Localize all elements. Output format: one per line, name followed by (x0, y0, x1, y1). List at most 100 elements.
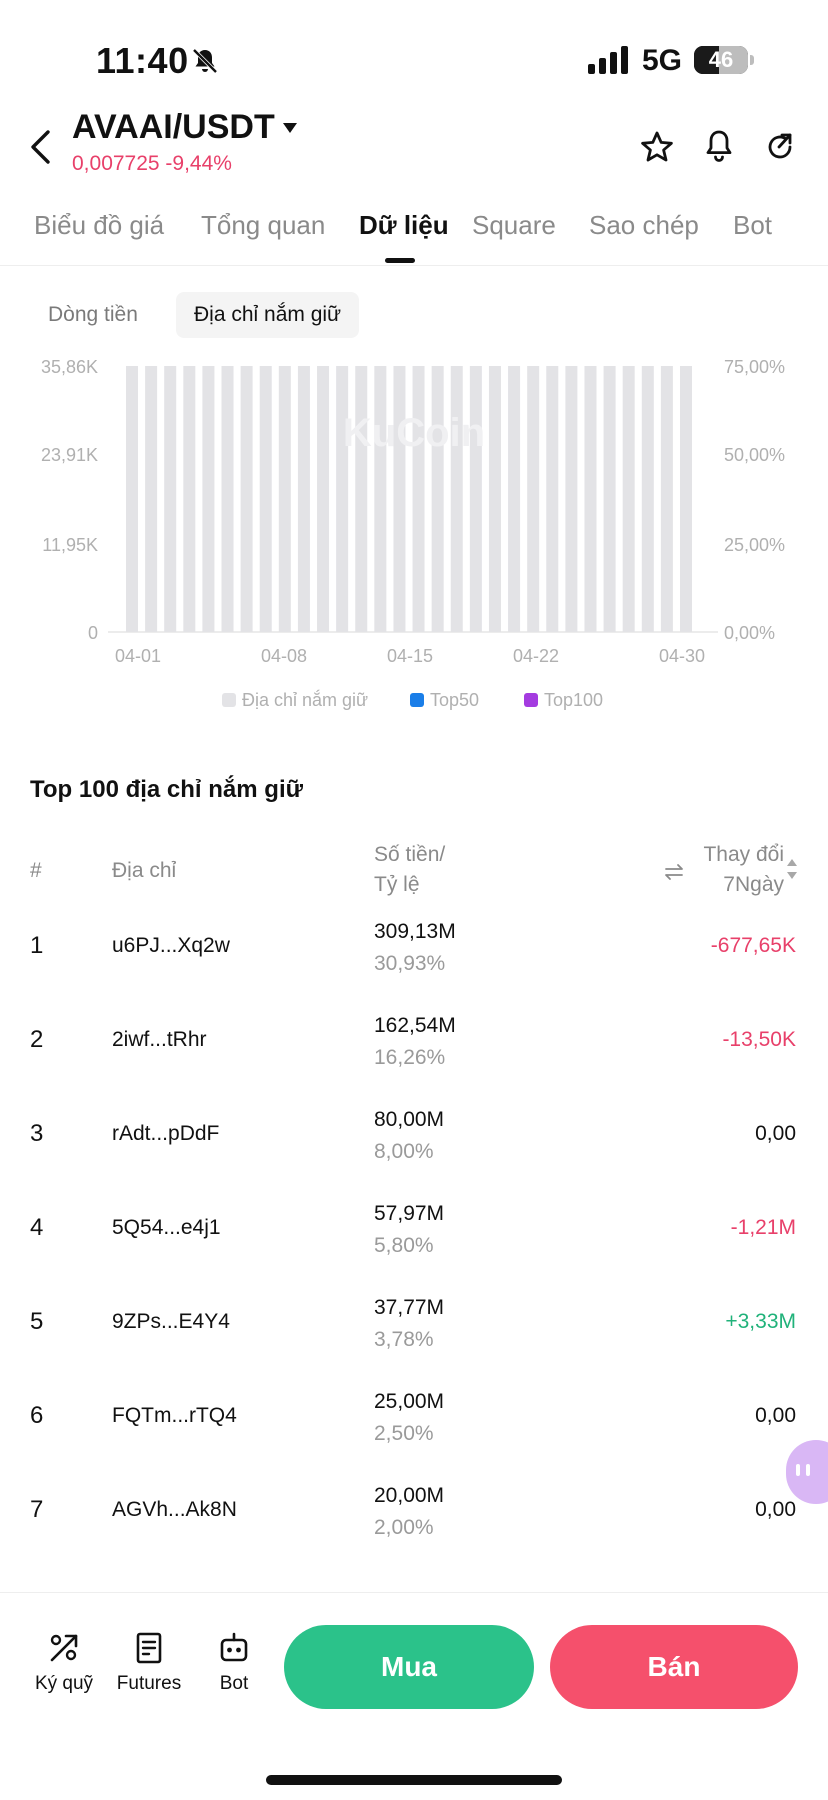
row-address[interactable]: u6PJ...Xq2w (112, 934, 230, 957)
tab-price-chart[interactable]: Biểu đồ giá (34, 210, 165, 240)
bot-button[interactable]: Bot (194, 1631, 274, 1695)
chart-bar (641, 366, 654, 632)
network-type: 5G (642, 44, 683, 77)
y-left-tick-label: 35,86K (41, 360, 98, 377)
chart-bar (278, 366, 291, 632)
header-ratio: Tỷ lệ (374, 873, 420, 896)
bot-icon (220, 1632, 248, 1662)
row-amount: 309,13M (374, 920, 456, 943)
table-row[interactable]: 5 9ZPs...E4Y4 37,77M 3,78% +3,33M (0, 1290, 828, 1384)
subtab-cash-flow[interactable]: Dòng tiền (48, 303, 138, 326)
chart-bar (145, 366, 158, 632)
row-ratio: 8,00% (374, 1140, 434, 1163)
row-address[interactable]: 9ZPs...E4Y4 (112, 1310, 230, 1333)
holders-chart: 0 11,95K 23,91K 35,86K 0,00% 25,00% 50,00% 75,0… (0, 360, 828, 720)
row-address[interactable]: FQTm...rTQ4 (112, 1404, 237, 1427)
chart-bar (126, 366, 138, 632)
row-address[interactable]: rAdt...pDdF (112, 1122, 220, 1145)
tab-overview[interactable]: Tổng quan (201, 210, 326, 240)
status-time: 11:40 (96, 40, 189, 81)
chart-bar (412, 366, 425, 632)
row-rank: 6 (30, 1402, 44, 1429)
subtab-holder-addresses[interactable]: Địa chỉ nắm giữ (176, 292, 360, 338)
tab-copy-trading[interactable]: Sao chép (589, 210, 699, 240)
margin-button[interactable]: Ký quỹ (24, 1631, 104, 1695)
tab-data[interactable]: Dữ liệu (359, 210, 449, 240)
row-amount: 37,77M (374, 1296, 445, 1319)
active-tab-indicator (385, 258, 415, 263)
pair-title[interactable]: AVAAI/USDT (72, 108, 275, 146)
futures-icon (136, 1632, 162, 1664)
chevron-down-icon[interactable] (282, 122, 298, 134)
row-ratio: 2,50% (374, 1422, 434, 1445)
bell-icon[interactable] (702, 128, 736, 164)
chart-bar (202, 366, 215, 632)
bell-off-icon (192, 48, 218, 74)
share-icon[interactable] (763, 130, 797, 164)
legend-swatch (410, 693, 424, 707)
battery-icon: 46 (694, 46, 748, 74)
chart-bar (508, 366, 521, 632)
bottom-action-bar: Ký quỹ Futures Bot Mua Bán (0, 1592, 828, 1800)
status-bar: 11:40 5G 46 (0, 0, 828, 110)
star-icon[interactable] (640, 130, 674, 164)
tab-bot[interactable]: Bot (733, 210, 773, 240)
chart-bar (183, 366, 196, 632)
x-tick-label: 04-15 (387, 646, 433, 666)
x-tick-label: 04-01 (115, 646, 161, 666)
x-tick-label: 04-30 (659, 646, 705, 666)
legend-swatch (524, 693, 538, 707)
table-row[interactable]: 1 u6PJ...Xq2w 309,13M 30,93% -677,65K (0, 914, 828, 1008)
holders-chart-svg: 0 11,95K 23,91K 35,86K 0,00% 25,00% 50,00% 75,0… (41, 360, 785, 710)
row-ratio: 30,93% (374, 952, 446, 975)
chart-bar (393, 366, 406, 632)
y-right-tick-label: 0,00% (724, 623, 775, 643)
legend-label: Địa chỉ nắm giữ (242, 689, 368, 710)
sort-icon[interactable] (786, 858, 798, 880)
assistant-bubble[interactable] (786, 1440, 828, 1504)
table-row[interactable]: 7 AGVh...Ak8N 20,00M 2,00% 0,00 (0, 1478, 828, 1572)
bot-label: Bot (219, 1673, 249, 1694)
chart-bar (546, 366, 559, 632)
chart-bar (469, 366, 482, 632)
futures-button[interactable]: Futures (109, 1631, 189, 1695)
y-left-tick-label: 11,95K (42, 535, 98, 555)
back-icon[interactable] (28, 128, 54, 166)
chart-bar (259, 366, 272, 632)
table-row[interactable]: 4 5Q54...e4j1 57,97M 5,80% -1,21M (0, 1196, 828, 1290)
table-row[interactable]: 2 2iwf...tRhr 162,54M 16,26% -13,50K (0, 1008, 828, 1102)
table-row[interactable]: 3 rAdt...pDdF 80,00M 8,00% 0,00 (0, 1102, 828, 1196)
margin-label: Ký quỹ (34, 1673, 94, 1694)
top-holders-title: Top 100 địa chỉ nắm giữ (30, 776, 303, 803)
x-tick-label: 04-08 (261, 646, 307, 666)
row-rank: 7 (30, 1496, 44, 1523)
header-change[interactable]: Thay đổi (703, 843, 784, 866)
swap-icon[interactable] (664, 862, 684, 882)
margin-icon (50, 1634, 78, 1662)
futures-label: Futures (116, 1673, 182, 1694)
tab-square[interactable]: Square (472, 210, 556, 240)
row-change: -1,21M (730, 1216, 796, 1239)
chart-bar (240, 366, 253, 632)
row-amount: 57,97M (374, 1202, 445, 1225)
chart-bar (374, 366, 387, 632)
row-change: 0,00 (755, 1498, 796, 1521)
chart-bar (622, 366, 635, 632)
header-change-period[interactable]: 7Ngày (723, 873, 784, 896)
row-change: +3,33M (725, 1310, 796, 1333)
chart-bar (584, 366, 597, 632)
row-address[interactable]: AGVh...Ak8N (112, 1498, 237, 1521)
header-address: Địa chỉ (112, 859, 177, 882)
chart-bar (221, 366, 234, 632)
y-right-tick-label: 50,00% (724, 445, 785, 465)
row-address[interactable]: 5Q54...e4j1 (112, 1216, 221, 1239)
chart-bar (450, 366, 463, 632)
row-amount: 162,54M (374, 1014, 456, 1037)
row-rank: 5 (30, 1308, 44, 1335)
row-address[interactable]: 2iwf...tRhr (112, 1028, 207, 1051)
header-rank: # (30, 859, 42, 882)
sell-button[interactable]: Bán (550, 1625, 798, 1709)
table-row[interactable]: 6 FQTm...rTQ4 25,00M 2,50% 0,00 (0, 1384, 828, 1478)
battery-level: 46 (708, 47, 734, 72)
buy-button[interactable]: Mua (284, 1625, 534, 1709)
